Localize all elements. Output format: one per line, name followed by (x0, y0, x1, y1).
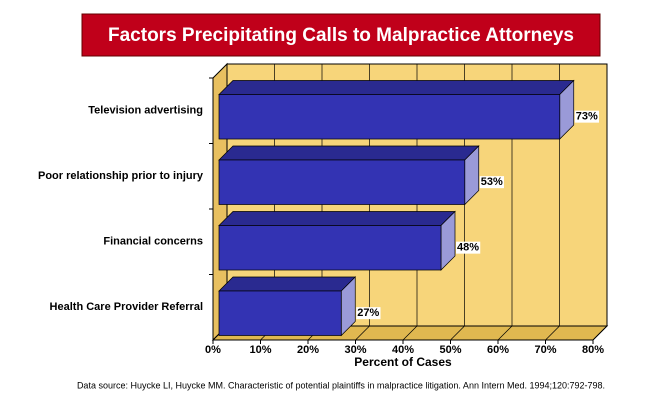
x-tick-label: 40% (392, 344, 414, 356)
source-note: Data source: Huycke LI, Huycke MM. Chara… (77, 380, 605, 390)
bar (218, 159, 466, 205)
floor-tick (497, 325, 513, 341)
floor-tick (592, 325, 608, 341)
floor-tick (402, 325, 418, 341)
value-label-bg (479, 176, 504, 189)
x-axis-title: Percent of Cases (354, 355, 452, 369)
chart-title: Factors Precipitating Calls to Malpracti… (108, 25, 574, 46)
x-tick-label: 0% (205, 344, 221, 356)
value-label: 27% (357, 307, 379, 319)
y-tick-label: Poor relationship prior to injury (38, 170, 204, 182)
bar-top (218, 80, 575, 95)
y-tick-label: Television advertising (88, 105, 203, 117)
floor-tick (355, 325, 370, 341)
x-tick-label: 80% (582, 344, 604, 356)
bar-top (218, 145, 480, 161)
bar (218, 94, 561, 140)
bar (218, 290, 342, 336)
value-label: 53% (481, 176, 503, 188)
floor-tick (450, 325, 465, 341)
x-tick-label: 20% (297, 344, 319, 356)
value-label-bg (574, 110, 599, 123)
y-tick-label: Financial concerns (103, 236, 203, 248)
x-tick-label: 50% (439, 344, 461, 356)
value-label: 73% (576, 111, 598, 123)
x-tick-label: 10% (249, 344, 271, 356)
y-tick-label: Health Care Provider Referral (50, 301, 203, 313)
x-tick-label: 60% (487, 344, 509, 356)
bar (218, 225, 442, 271)
value-label-bg (456, 241, 481, 254)
floor-tick (545, 325, 560, 341)
value-label: 48% (457, 242, 479, 254)
bar-top (218, 211, 456, 226)
x-tick-label: 70% (534, 344, 556, 356)
value-label-bg (356, 307, 381, 320)
x-tick-label: 30% (344, 344, 366, 356)
title-box (81, 13, 601, 57)
bar-top (218, 276, 357, 292)
